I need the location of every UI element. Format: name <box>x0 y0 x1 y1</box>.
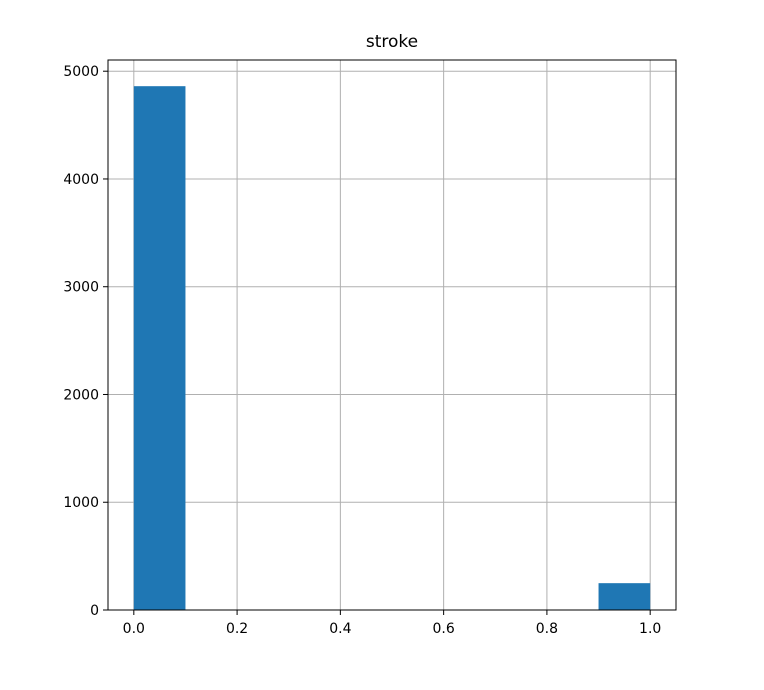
y-tick-label: 1000 <box>63 495 99 511</box>
y-axis: 0 1000 2000 3000 4000 5000 <box>63 64 108 619</box>
y-tick-label: 2000 <box>63 387 99 403</box>
y-tick-label: 0 <box>90 603 99 619</box>
x-tick-label: 0.4 <box>329 621 351 637</box>
x-axis: 0.0 0.2 0.4 0.6 0.8 1.0 <box>123 610 661 637</box>
bars <box>133 86 651 610</box>
y-tick-label: 3000 <box>63 280 99 296</box>
plot-frame <box>107 59 677 611</box>
y-tick-label: 4000 <box>63 172 99 188</box>
x-tick-label: 1.0 <box>639 621 661 637</box>
grid <box>108 60 676 611</box>
x-tick-label: 0.2 <box>226 621 248 637</box>
x-tick-label: 0.0 <box>123 621 145 637</box>
chart-title: stroke <box>366 32 418 52</box>
y-tick-label: 5000 <box>63 64 99 80</box>
histogram-bar <box>598 583 651 610</box>
histogram-bar <box>133 86 186 610</box>
x-tick-label: 0.8 <box>536 621 558 637</box>
x-tick-label: 0.6 <box>433 621 455 637</box>
